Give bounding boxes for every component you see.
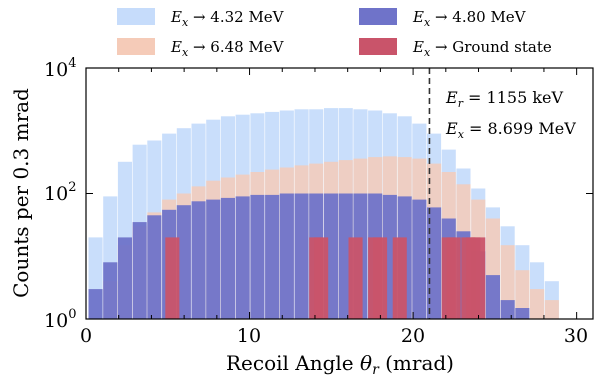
bar-series-2-bin-13 — [279, 193, 294, 319]
y-axis-title: Counts per 0.3 mrad — [9, 88, 33, 298]
bar-series-2-bin-3 — [132, 222, 147, 319]
bar-series-3-bin-11 — [471, 237, 486, 319]
bar-series-2-bin-7 — [191, 201, 206, 319]
legend-label-6.48: Ex → 6.48 MeV — [170, 38, 285, 59]
bar-series-2-bin-14 — [294, 193, 309, 319]
x-tick-label-10: 10 — [237, 325, 261, 347]
bar-series-2-bin-22 — [412, 199, 427, 319]
x-tick-label-0: 0 — [80, 325, 92, 347]
legend-label-ground: Ex → Ground state — [412, 38, 552, 59]
bar-series-2-bin-0 — [88, 289, 103, 319]
bar-series-2-bin-10 — [235, 196, 250, 319]
legend: Ex → 4.32 MeV Ex → 4.80 MeV Ex → 6.48 Me… — [117, 8, 552, 59]
bar-series-3-bin-2 — [314, 237, 329, 319]
histogram-bars — [88, 108, 559, 320]
bar-series-1-bin-29 — [515, 270, 530, 319]
legend-swatch-4.80 — [359, 8, 397, 25]
x-tick-label-30: 30 — [564, 325, 588, 347]
legend-label-4.32: Ex → 4.32 MeV — [170, 8, 285, 29]
legend-swatch-ground — [359, 38, 397, 55]
bar-series-3-bin-0 — [165, 237, 180, 319]
annotation-er: Er = 1155 keV — [445, 88, 564, 110]
bar-series-2-bin-6 — [176, 205, 191, 319]
bar-series-2-bin-1 — [103, 262, 118, 319]
x-tick-label-20: 20 — [401, 325, 425, 347]
bar-series-2-bin-11 — [250, 194, 265, 319]
bar-series-3-bin-3 — [348, 237, 363, 319]
bar-series-2-bin-29 — [515, 308, 530, 319]
y-tick-label-10-4: 104 — [44, 56, 76, 81]
bar-series-2-bin-9 — [220, 197, 235, 319]
bar-series-2-bin-23 — [427, 207, 442, 319]
axis-ticks — [85, 67, 593, 320]
bar-series-3-bin-5 — [373, 237, 388, 319]
bar-series-2-bin-28 — [500, 300, 515, 319]
bar-series-1-bin-30 — [530, 289, 545, 319]
legend-swatch-4.32 — [117, 8, 155, 25]
bar-series-2-bin-2 — [117, 237, 132, 319]
legend-swatch-6.48 — [117, 38, 155, 55]
y-tick-label-10-0: 100 — [44, 307, 76, 332]
legend-label-4.80: Ex → 4.80 MeV — [412, 8, 527, 29]
bar-series-3-bin-8 — [446, 237, 461, 319]
bar-series-2-bin-12 — [265, 194, 280, 319]
bar-series-2-bin-27 — [485, 275, 500, 319]
annotation-ex: Ex = 8.699 MeV — [445, 119, 576, 141]
x-axis-title: Recoil Angle θr (mrad) — [226, 351, 454, 378]
y-tick-label-10-2: 102 — [44, 180, 76, 205]
bar-series-3-bin-6 — [392, 237, 407, 319]
bar-series-1-bin-31 — [544, 300, 559, 319]
bar-series-2-bin-4 — [147, 215, 162, 319]
bar-series-2-bin-8 — [206, 199, 221, 319]
